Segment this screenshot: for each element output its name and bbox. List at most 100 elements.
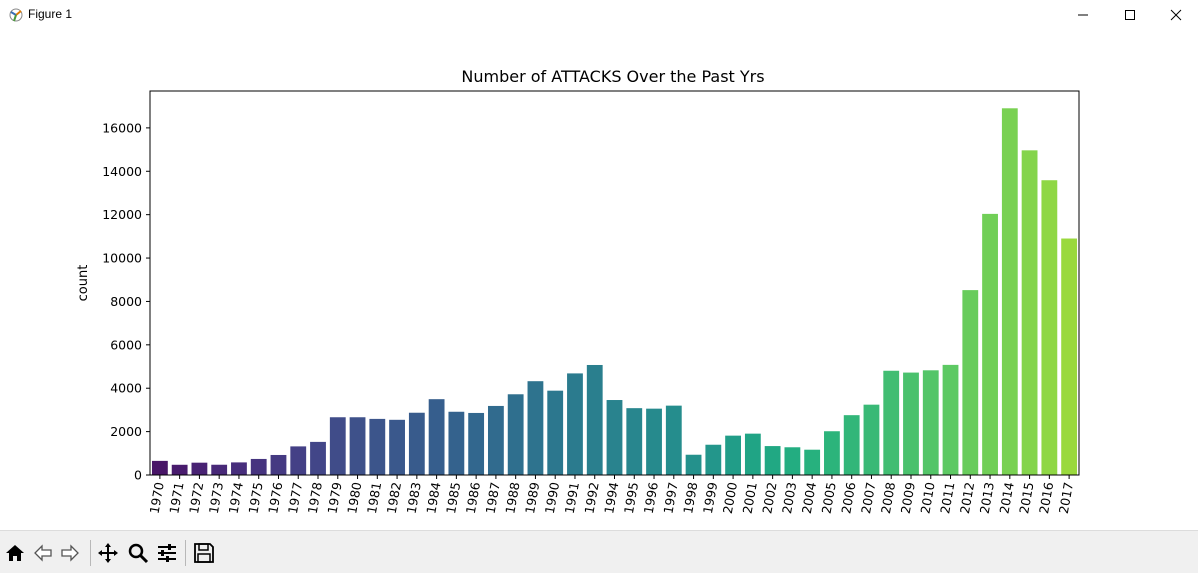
x-tick-label: 1999 xyxy=(700,481,720,515)
x-tick-label: 1984 xyxy=(423,481,443,515)
forward-button[interactable] xyxy=(57,540,83,566)
x-tick-label: 1972 xyxy=(186,481,206,515)
x-tick-label: 2017 xyxy=(1056,481,1076,515)
x-tick-label: 2013 xyxy=(977,481,997,515)
bar-1980 xyxy=(349,417,366,475)
x-tick-label: 1987 xyxy=(483,481,503,515)
bar-2007 xyxy=(863,404,880,475)
pan-icon xyxy=(98,543,118,563)
x-tick-label: 1976 xyxy=(265,481,285,515)
x-tick-label: 1971 xyxy=(166,481,186,515)
bar-2011 xyxy=(942,364,959,475)
maximize-button[interactable] xyxy=(1107,0,1153,30)
x-tick-label: 1985 xyxy=(443,481,463,515)
zoom-icon xyxy=(128,543,149,564)
bar-2013 xyxy=(982,213,998,475)
bar-2015 xyxy=(1021,150,1038,475)
x-tick-label: 1995 xyxy=(621,481,641,515)
x-tick-label: 2008 xyxy=(878,481,898,515)
bar-1979 xyxy=(329,417,346,475)
figure-canvas[interactable]: Number of ATTACKS Over the Past Yrs coun… xyxy=(0,30,1198,530)
x-tick-label: 1990 xyxy=(542,481,562,515)
y-tick-label: 2000 xyxy=(110,424,142,439)
bar-1994 xyxy=(606,400,623,475)
y-tick-label: 8000 xyxy=(110,294,142,309)
x-tick-label: 1982 xyxy=(384,481,404,515)
x-tick-label: 2016 xyxy=(1036,481,1056,515)
x-tick-label: 2001 xyxy=(740,481,760,515)
x-tick-label: 2015 xyxy=(1016,481,1036,515)
bar-1977 xyxy=(290,446,307,475)
y-tick-label: 6000 xyxy=(110,337,142,352)
configure-subplots-icon xyxy=(158,544,176,562)
y-tick-label: 0 xyxy=(134,468,142,483)
x-tick-label: 1992 xyxy=(581,481,601,515)
close-icon xyxy=(1170,9,1182,21)
bar-1990 xyxy=(547,390,564,475)
bar-2002 xyxy=(764,446,781,475)
navigation-toolbar xyxy=(0,530,1198,573)
x-tick-label: 2006 xyxy=(838,481,858,515)
x-axis-ticks: 1970 1971 1972 1973 1974 1975 1976 1977 1978 1979… xyxy=(147,475,1076,515)
save-icon xyxy=(194,543,214,563)
pan-button[interactable] xyxy=(95,540,121,566)
zoom-button[interactable] xyxy=(125,540,151,566)
maximize-icon xyxy=(1125,10,1135,20)
y-tick-label: 12000 xyxy=(102,207,142,222)
bar-1982 xyxy=(389,419,405,475)
bar-1981 xyxy=(369,418,386,475)
x-tick-label: 1980 xyxy=(344,481,364,515)
bar-1976 xyxy=(270,454,287,475)
x-tick-label: 1988 xyxy=(502,481,522,515)
x-tick-label: 1974 xyxy=(226,481,246,515)
bar-1999 xyxy=(705,444,722,475)
bar-1987 xyxy=(487,405,504,475)
x-tick-label: 1997 xyxy=(660,481,680,515)
back-button[interactable] xyxy=(30,540,56,566)
save-button[interactable] xyxy=(191,540,217,566)
bar-1983 xyxy=(408,412,425,475)
y-axis-ticks: 0 2000 4000 6000 8000 10000 12000 14000 16000 xyxy=(102,120,150,483)
forward-icon xyxy=(61,544,79,562)
bar-2004 xyxy=(804,449,821,475)
x-tick-label: 2011 xyxy=(937,481,957,515)
bar-2014 xyxy=(1001,108,1018,476)
chart-title: Number of ATTACKS Over the Past Yrs xyxy=(461,67,764,86)
home-icon xyxy=(6,545,24,561)
back-icon xyxy=(34,544,52,562)
x-tick-label: 1978 xyxy=(305,481,325,515)
toolbar-separator xyxy=(185,540,186,566)
bar-1988 xyxy=(507,394,524,475)
x-tick-label: 1989 xyxy=(522,481,542,515)
bar-2010 xyxy=(922,370,939,475)
bar-1971 xyxy=(171,464,188,475)
y-tick-label: 10000 xyxy=(102,251,142,266)
bar-2012 xyxy=(962,290,979,475)
y-tick-label: 16000 xyxy=(102,120,142,135)
bar-2000 xyxy=(725,435,742,475)
configure-subplots-button[interactable] xyxy=(154,540,180,566)
home-button[interactable] xyxy=(2,540,28,566)
x-tick-label: 2000 xyxy=(720,481,740,515)
bar-1984 xyxy=(428,399,445,475)
close-button[interactable] xyxy=(1153,0,1198,30)
bar-1992 xyxy=(586,364,603,475)
bar-1970 xyxy=(151,460,168,475)
bar-2006 xyxy=(843,415,860,475)
toolbar-separator xyxy=(90,540,91,566)
minimize-icon xyxy=(1078,14,1088,16)
x-tick-label: 2012 xyxy=(957,481,977,515)
matplotlib-figure-icon xyxy=(8,7,24,23)
bar-1997 xyxy=(665,405,682,475)
bar-1978 xyxy=(310,441,326,475)
x-tick-label: 1977 xyxy=(285,481,305,515)
x-tick-label: 2002 xyxy=(759,481,779,515)
bar-1972 xyxy=(191,462,208,475)
x-tick-label: 1996 xyxy=(641,481,661,515)
bar-1974 xyxy=(231,462,247,475)
bar-1985 xyxy=(448,411,465,475)
bar-2009 xyxy=(903,372,919,475)
x-tick-label: 1986 xyxy=(463,481,483,515)
y-tick-label: 4000 xyxy=(110,381,142,396)
minimize-button[interactable] xyxy=(1060,0,1106,30)
